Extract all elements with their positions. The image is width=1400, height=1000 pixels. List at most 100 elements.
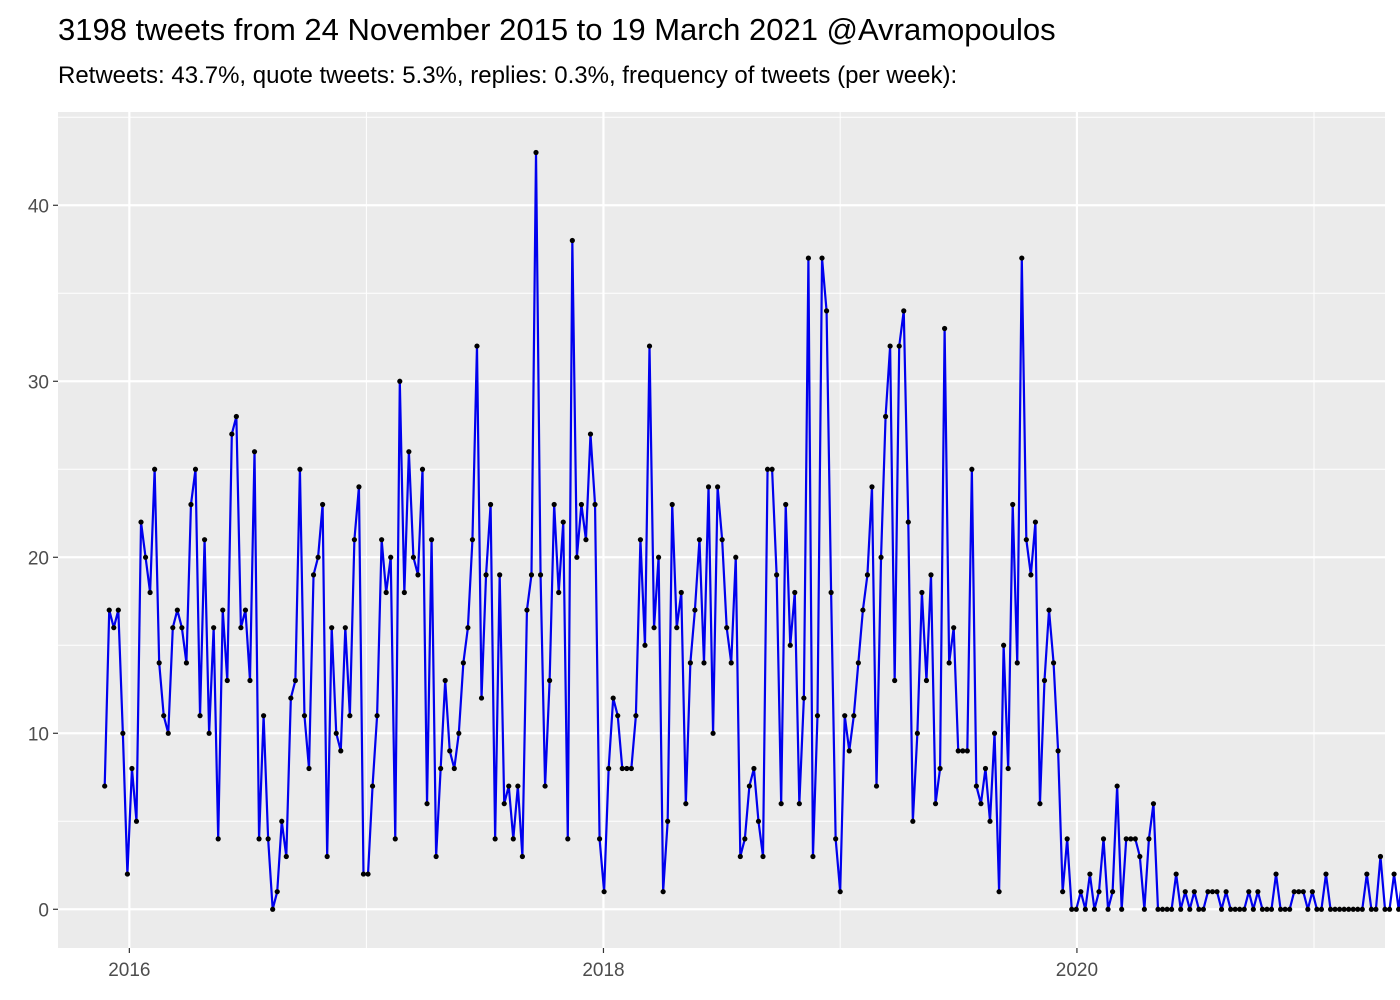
data-point [256,836,262,842]
data-point [351,537,357,543]
data-point [964,748,970,754]
data-point [497,572,503,578]
data-point [1223,889,1229,895]
data-point [388,554,394,560]
data-point [987,818,993,824]
data-point [556,589,562,596]
data-point [1041,677,1048,684]
data-point [1368,906,1374,912]
data-point [896,343,902,349]
data-point [1264,906,1270,912]
data-point [242,607,249,613]
data-point [996,889,1002,895]
data-point [1396,906,1400,912]
data-point [719,537,725,543]
data-point [1019,255,1025,261]
data-point [233,413,239,420]
data-point [1082,906,1088,912]
data-point [1137,853,1143,860]
data-point [156,660,162,666]
data-point [528,572,535,578]
data-point [860,607,866,613]
data-point [1259,906,1266,912]
data-point [456,730,462,736]
data-point [755,818,762,824]
data-point [215,836,221,842]
data-point [474,343,480,349]
x-tick-label: 2016 [108,960,150,981]
data-point [183,660,190,666]
data-point [792,589,798,596]
data-point [1205,889,1211,895]
data-point [696,537,703,543]
data-point [124,871,130,877]
data-point [374,713,380,719]
data-point [510,836,516,842]
data-point [810,853,816,860]
data-point [892,677,898,684]
data-point [115,607,121,613]
data-point [760,853,766,860]
data-point [882,413,889,420]
data-point [161,713,167,719]
data-point [274,889,280,895]
data-point [842,713,848,719]
data-point [1164,906,1170,912]
data-point [837,889,843,895]
data-point [615,713,621,719]
data-point [1237,906,1243,912]
data-point [578,501,585,508]
data-point [914,730,920,736]
data-point [823,308,830,314]
data-point [133,818,140,824]
data-point [1241,906,1247,912]
data-point [1327,906,1334,912]
data-point [310,572,317,578]
data-point [360,871,367,877]
data-point [978,801,984,807]
data-point [1182,889,1188,895]
data-point [279,818,285,824]
data-point [1318,906,1325,912]
data-point [1187,906,1193,912]
data-point [1350,906,1356,912]
data-point [1110,889,1116,895]
data-point [438,765,444,772]
data-point [710,730,716,736]
data-point [1355,906,1361,912]
data-point [678,589,684,596]
data-point [1191,889,1197,895]
data-point [1337,906,1343,912]
data-point [683,801,689,807]
data-point [442,677,448,684]
data-point [1373,906,1379,912]
data-point [201,537,208,543]
data-point [379,537,385,543]
data-point [1282,906,1288,912]
data-point [519,853,525,860]
data-point [1046,607,1052,613]
data-point [583,537,589,543]
data-point [869,484,875,490]
data-point [224,677,230,684]
data-point [170,625,176,631]
data-point [1096,889,1102,895]
data-point [447,748,453,754]
data-point [1014,660,1020,666]
data-point [1150,801,1157,807]
data-point [179,625,185,631]
data-point [955,748,961,754]
data-point [206,730,212,736]
data-point [551,501,557,508]
data-point [288,695,294,701]
data-point [261,713,267,719]
data-point [769,466,775,472]
data-point [637,537,644,543]
data-point [1023,537,1029,543]
data-point [106,607,112,613]
data-point [991,730,998,736]
data-point [751,765,757,772]
data-point [919,589,925,596]
data-point [733,554,739,560]
data-point [1132,836,1138,842]
